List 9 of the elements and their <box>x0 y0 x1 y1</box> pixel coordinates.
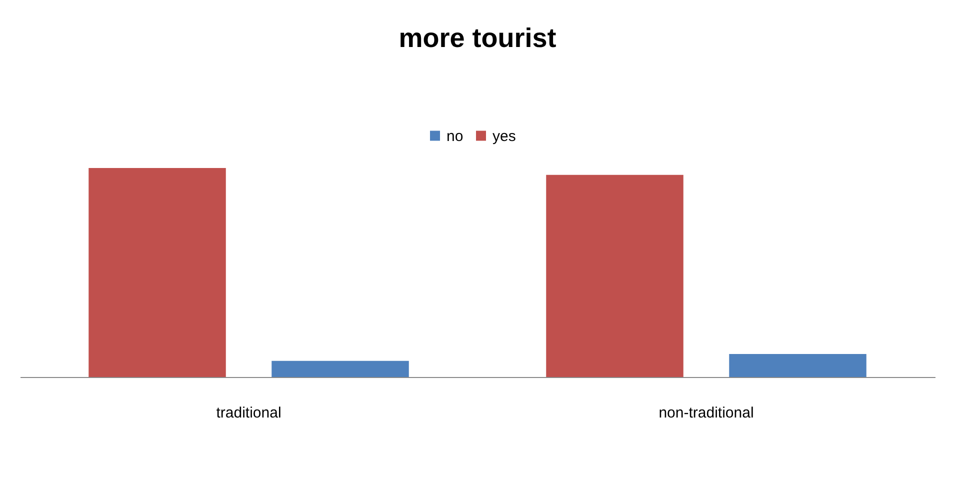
legend-label: no <box>446 128 464 145</box>
bar <box>729 354 866 377</box>
bar <box>272 360 409 377</box>
x-tick-label: non-traditional <box>658 404 754 422</box>
chart-title: more tourist <box>398 23 556 53</box>
legend-label: yes <box>492 128 516 145</box>
x-tick-label: traditional <box>216 404 282 422</box>
bar <box>88 168 226 377</box>
bar <box>546 174 684 377</box>
